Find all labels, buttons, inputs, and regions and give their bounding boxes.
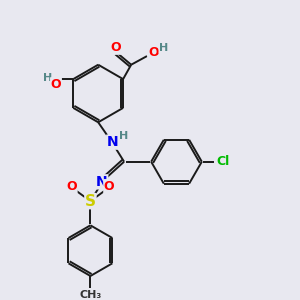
Text: H: H bbox=[118, 131, 128, 141]
Text: S: S bbox=[85, 194, 96, 208]
Text: O: O bbox=[104, 180, 114, 193]
Text: O: O bbox=[66, 180, 77, 193]
Text: Cl: Cl bbox=[217, 155, 230, 168]
Text: N: N bbox=[107, 135, 118, 149]
Text: H: H bbox=[159, 43, 168, 53]
Text: O: O bbox=[51, 78, 61, 91]
Text: O: O bbox=[110, 41, 121, 54]
Text: N: N bbox=[96, 175, 108, 189]
Text: H: H bbox=[43, 73, 52, 83]
Text: CH₃: CH₃ bbox=[79, 290, 101, 300]
Text: O: O bbox=[148, 46, 159, 59]
